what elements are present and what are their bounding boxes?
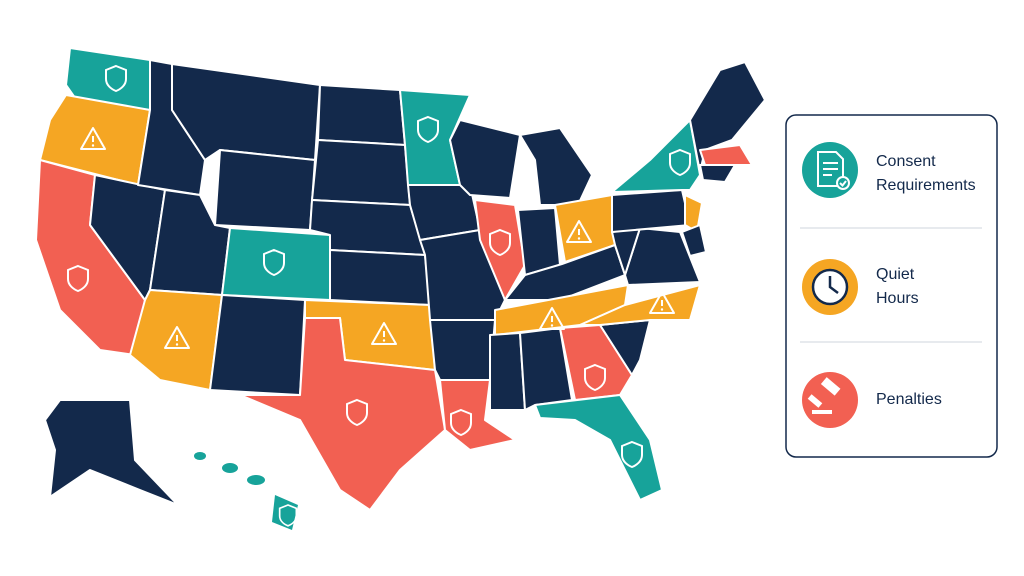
state — [214, 149, 316, 231]
hawaii — [194, 452, 298, 530]
state — [317, 84, 406, 146]
state — [699, 164, 736, 183]
state — [429, 319, 496, 381]
state — [517, 207, 561, 276]
state — [579, 284, 701, 326]
state — [611, 189, 691, 233]
us-map — [35, 47, 766, 530]
gavel-icon — [807, 377, 841, 414]
state — [519, 127, 593, 206]
state — [699, 144, 753, 166]
legend-label: Quiet Hours — [876, 266, 919, 307]
state — [209, 294, 306, 396]
state — [681, 224, 707, 257]
document-icon — [817, 151, 850, 190]
state — [474, 199, 526, 301]
state — [329, 249, 431, 306]
state — [221, 227, 331, 301]
state — [611, 119, 701, 193]
state — [489, 332, 526, 411]
state — [534, 394, 663, 501]
state — [449, 119, 521, 199]
clock-icon — [811, 268, 849, 306]
state — [239, 317, 446, 511]
state — [311, 139, 411, 206]
legend — [785, 114, 998, 458]
legend-label: Consent Requirements — [876, 153, 976, 194]
state — [44, 399, 179, 506]
legend-label: Penalties — [876, 391, 942, 408]
